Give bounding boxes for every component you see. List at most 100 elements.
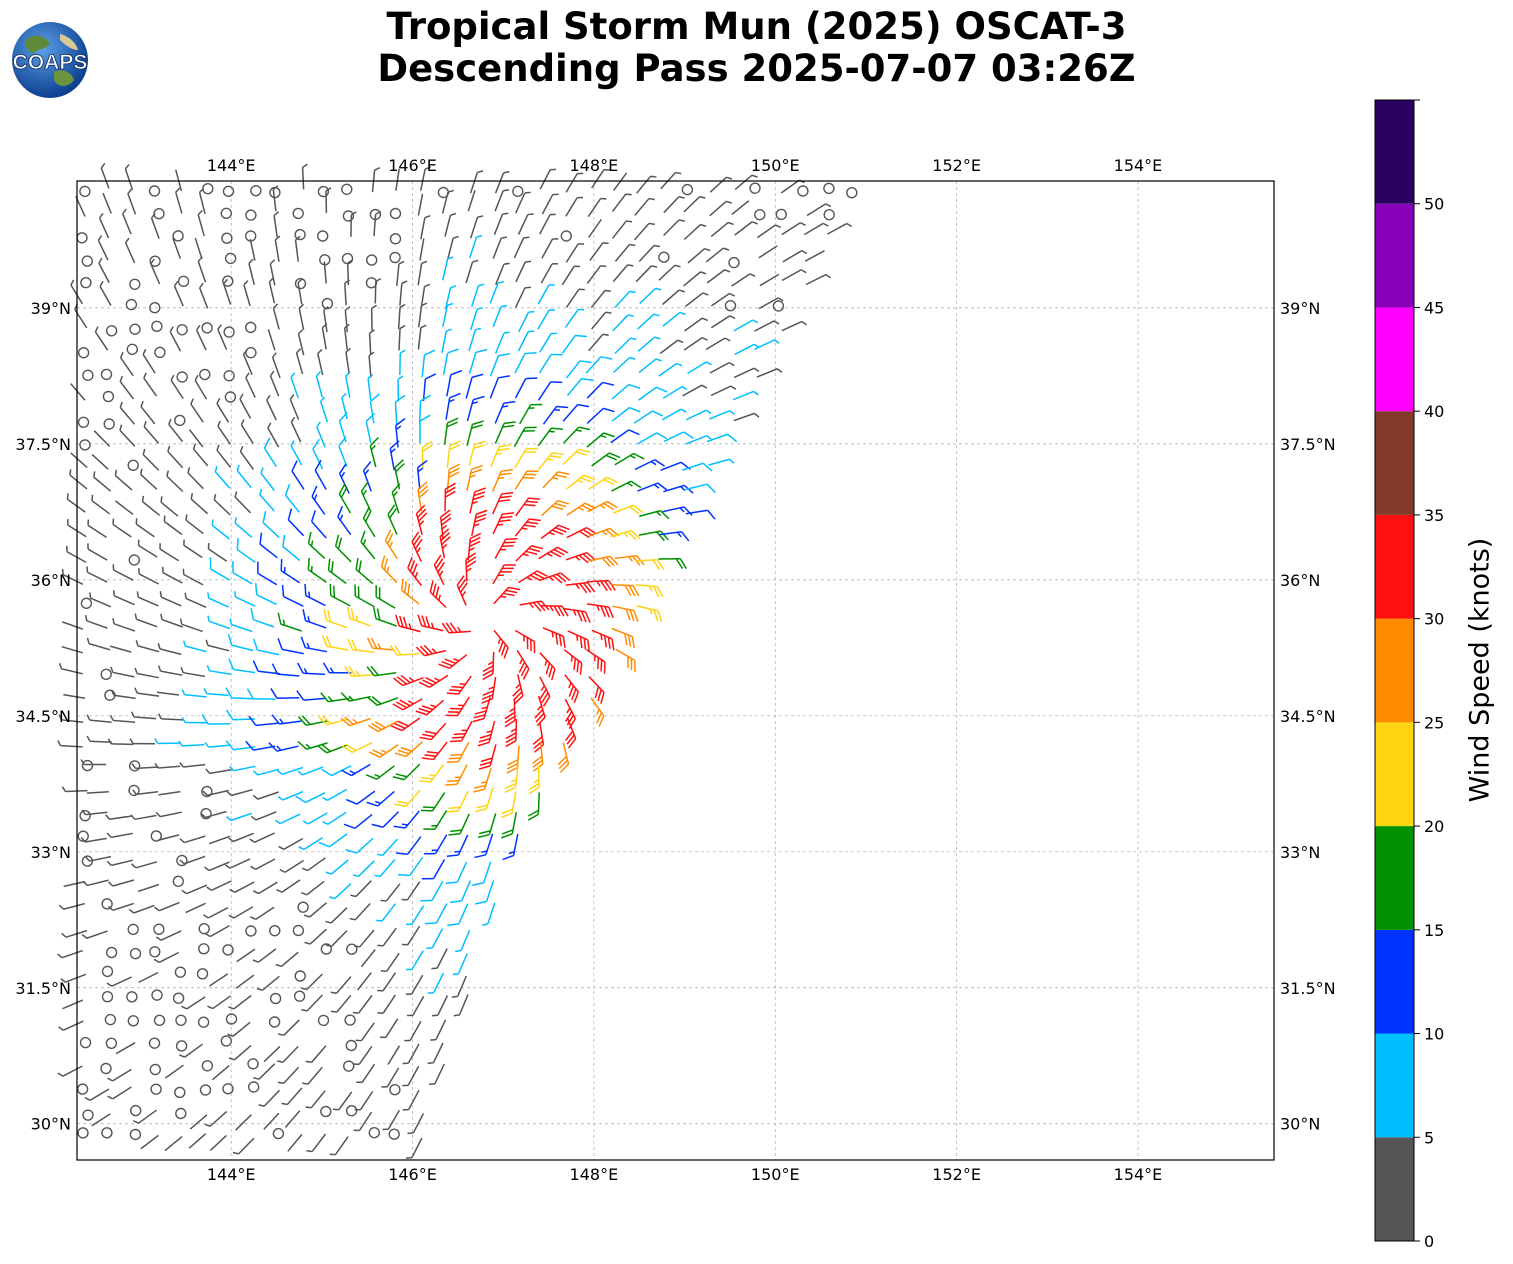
wind-barb bbox=[225, 740, 256, 751]
wind-barb bbox=[80, 759, 107, 766]
wind-barb bbox=[173, 280, 184, 307]
wind-barb bbox=[206, 880, 232, 891]
wind-barb bbox=[638, 244, 661, 263]
wind-barb bbox=[803, 222, 829, 236]
wind-barb bbox=[258, 1089, 281, 1107]
wind-barb bbox=[733, 367, 760, 379]
wind-barb bbox=[62, 999, 84, 1010]
wind-barb bbox=[248, 258, 256, 285]
wind-barb bbox=[280, 559, 301, 584]
wind-barb bbox=[390, 717, 421, 732]
wind-barb bbox=[441, 622, 471, 634]
wind-barb bbox=[797, 185, 809, 197]
wind-barb bbox=[662, 386, 688, 399]
wind-barb bbox=[611, 383, 641, 400]
wind-barb bbox=[200, 810, 227, 819]
wind-barb bbox=[204, 741, 231, 748]
wind-barb bbox=[148, 1037, 161, 1049]
wind-barb bbox=[514, 351, 537, 374]
wind-barb bbox=[527, 792, 540, 821]
wind-barb bbox=[638, 386, 668, 401]
wind-barb bbox=[269, 992, 282, 1005]
wind-barb bbox=[242, 349, 253, 375]
wind-barb bbox=[317, 1014, 330, 1027]
wind-barb bbox=[232, 561, 253, 585]
wind-barb bbox=[216, 398, 230, 423]
wind-barb bbox=[168, 418, 184, 443]
wind-barb bbox=[346, 790, 376, 805]
wind-barb bbox=[81, 759, 94, 772]
wind-barb bbox=[381, 1067, 400, 1088]
wind-barb bbox=[244, 321, 257, 334]
lat-tick-label-left: 33°N bbox=[31, 843, 71, 862]
wind-barb bbox=[494, 400, 516, 424]
wind-barb bbox=[612, 605, 639, 622]
wind-barb bbox=[611, 584, 640, 597]
wind-barb bbox=[277, 1019, 300, 1037]
wind-barb bbox=[112, 617, 136, 632]
wind-barb bbox=[611, 627, 635, 649]
wind-barb bbox=[537, 452, 564, 471]
wind-barb bbox=[495, 262, 510, 285]
wind-barb bbox=[150, 258, 161, 285]
wind-barb bbox=[321, 323, 328, 350]
wind-barb bbox=[298, 836, 324, 851]
wind-barb bbox=[430, 1019, 447, 1041]
wind-barb bbox=[566, 377, 594, 396]
wind-barb bbox=[344, 1014, 356, 1026]
wind-barb bbox=[97, 235, 109, 261]
wind-barb bbox=[130, 814, 157, 821]
wind-barb bbox=[663, 196, 685, 214]
wind-barb bbox=[86, 735, 112, 743]
wind-barb bbox=[415, 504, 428, 535]
wind-barb bbox=[368, 351, 375, 378]
wind-barb bbox=[445, 392, 461, 420]
wind-barb bbox=[491, 468, 513, 492]
wind-barb bbox=[322, 811, 347, 825]
map-tick-labels: 144°E 144°E 146°E 146°E 148°E 148°E 150°E 150°E… bbox=[15, 156, 1335, 1184]
wind-barb bbox=[253, 768, 280, 776]
wind-barb bbox=[354, 1091, 374, 1111]
wind-barb bbox=[827, 222, 853, 235]
wind-barb bbox=[105, 814, 132, 821]
wind-barb bbox=[706, 433, 738, 443]
wind-barb bbox=[250, 858, 276, 870]
wind-barb bbox=[494, 537, 518, 559]
wind-barb bbox=[296, 662, 326, 676]
wind-barb bbox=[539, 572, 571, 584]
wind-barb bbox=[452, 953, 468, 976]
wind-barb bbox=[273, 211, 280, 238]
wind-barb bbox=[271, 714, 302, 725]
wind-barb bbox=[663, 484, 694, 494]
wind-barb bbox=[317, 230, 329, 242]
wind-barb bbox=[250, 184, 262, 197]
wind-barb bbox=[420, 792, 446, 812]
wind-barb bbox=[154, 901, 180, 912]
wind-barb bbox=[537, 284, 555, 305]
wind-barb bbox=[362, 461, 372, 492]
wind-barb bbox=[209, 557, 231, 581]
wind-barb bbox=[708, 458, 735, 466]
wind-barb bbox=[411, 531, 423, 562]
lat-tick-label-right: 30°N bbox=[1280, 1115, 1320, 1134]
wind-barb bbox=[161, 566, 183, 584]
wind-barb bbox=[232, 1137, 255, 1155]
wind-barb bbox=[474, 833, 494, 859]
wind-barb bbox=[710, 385, 737, 397]
wind-barb bbox=[252, 638, 280, 656]
wind-barb bbox=[300, 636, 328, 653]
wind-barb bbox=[446, 235, 459, 260]
wind-barb bbox=[418, 674, 449, 688]
wind-barb bbox=[517, 330, 535, 352]
wind-barb bbox=[133, 1109, 157, 1124]
wind-barb bbox=[439, 528, 451, 559]
wind-barb bbox=[532, 722, 545, 753]
wind-barb bbox=[91, 494, 111, 515]
wind-barb bbox=[427, 972, 445, 994]
wind-barb bbox=[127, 1015, 140, 1027]
wind-barb bbox=[749, 182, 761, 194]
wind-barb bbox=[387, 504, 398, 535]
wind-barb bbox=[334, 534, 352, 563]
wind-barb bbox=[634, 459, 665, 471]
lon-tick-label-top: 148°E bbox=[570, 156, 619, 175]
